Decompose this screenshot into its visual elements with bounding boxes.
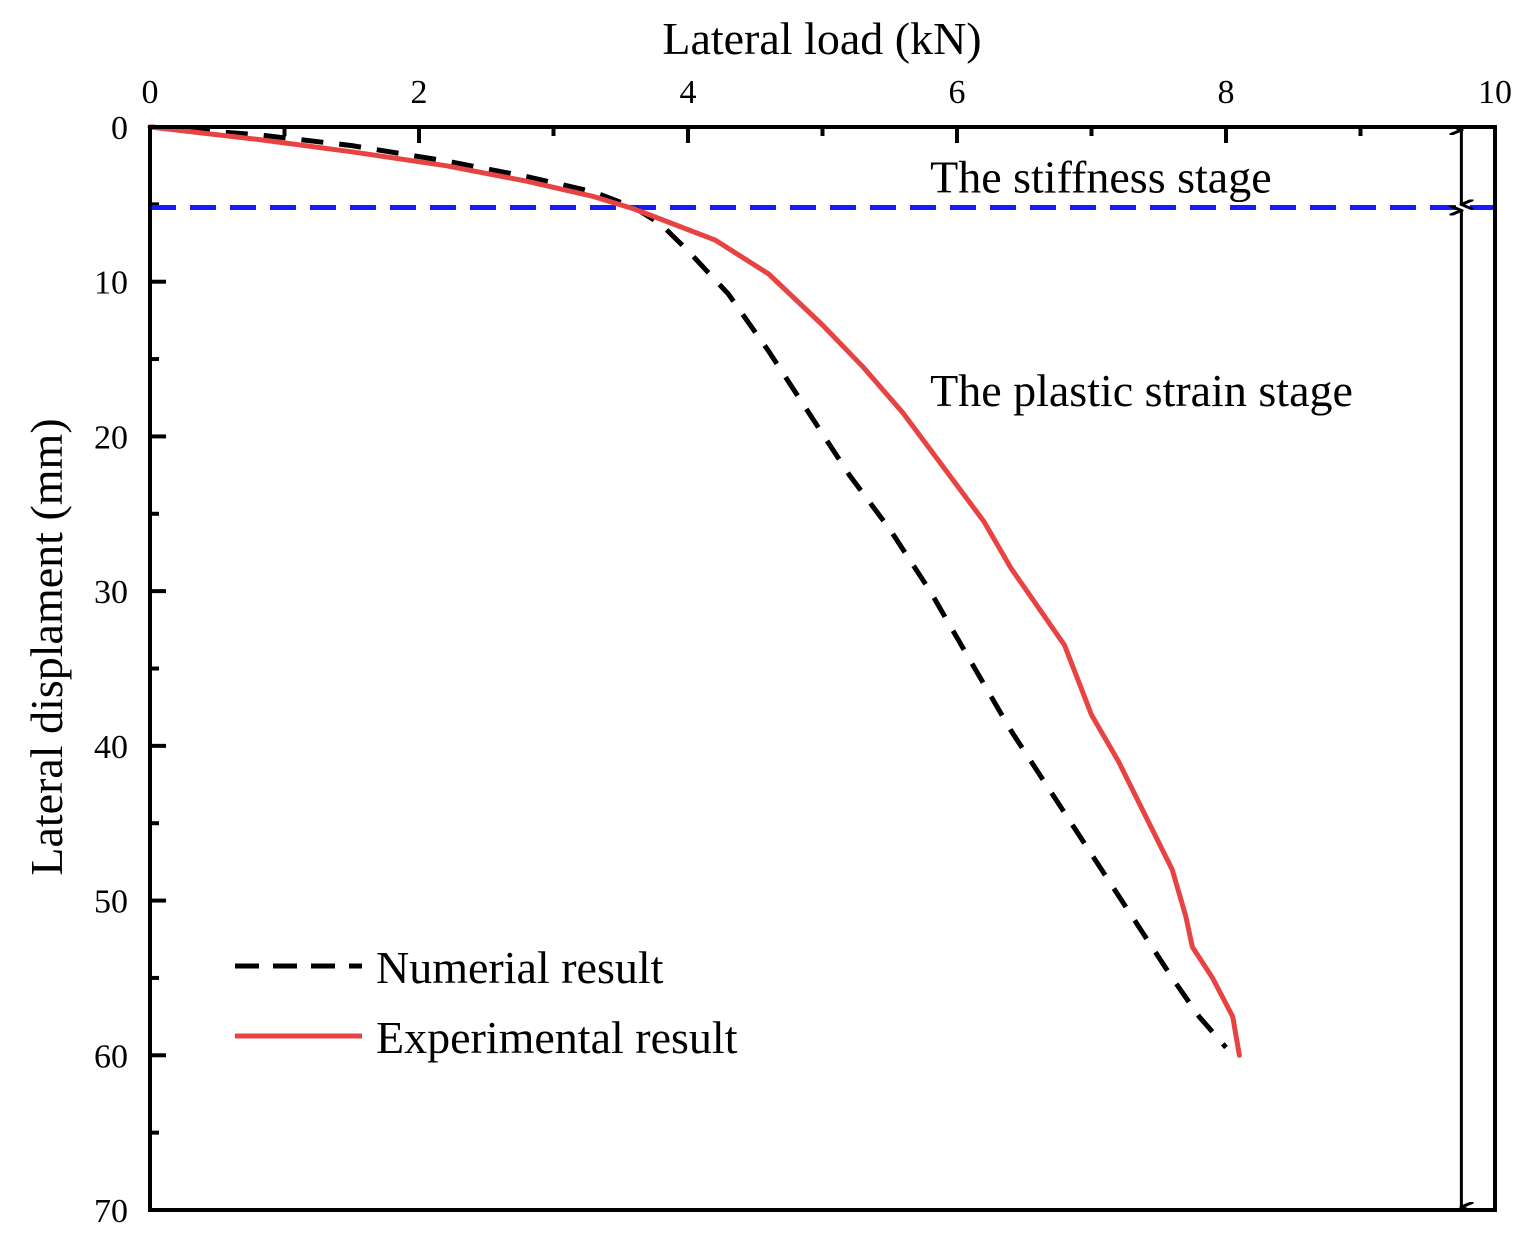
stiffness-stage-label: The stiffness stage bbox=[930, 152, 1272, 203]
plot-frame bbox=[148, 125, 1497, 1212]
x-tick-label: 4 bbox=[680, 74, 697, 111]
y-tick-label: 20 bbox=[94, 419, 128, 456]
x-tick-label: 0 bbox=[142, 74, 159, 111]
ticks-layer: 0 2 4 6 8 10 0 10 20 30 40 50 60 70 bbox=[94, 74, 1512, 1230]
x-tick-label: 8 bbox=[1218, 74, 1235, 111]
y-tick-label: 60 bbox=[94, 1038, 128, 1075]
series-experimental-line bbox=[147, 124, 1242, 1058]
x-tick-label: 10 bbox=[1478, 74, 1512, 111]
legend: Numerial result Experimental result bbox=[235, 942, 738, 1063]
x-axis-title: Lateral load (kN) bbox=[662, 13, 981, 64]
annotations-layer: The stiffness stage The plastic strain st… bbox=[930, 152, 1353, 417]
y-axis-title: Lateral displament (mm) bbox=[21, 418, 72, 875]
legend-label-numerial: Numerial result bbox=[376, 942, 664, 993]
legend-label-experimental: Experimental result bbox=[376, 1012, 738, 1063]
y-tick-label: 70 bbox=[94, 1193, 128, 1230]
y-tick-label: 10 bbox=[94, 265, 128, 302]
series-numerial-line bbox=[149, 124, 1228, 1050]
x-tick-label: 2 bbox=[411, 74, 428, 111]
y-tick-label: 0 bbox=[111, 110, 128, 147]
plastic-stage-label: The plastic strain stage bbox=[930, 365, 1353, 416]
y-tick-label: 50 bbox=[94, 884, 128, 921]
y-tick-label: 30 bbox=[94, 574, 128, 611]
series-layer bbox=[147, 124, 1242, 1058]
y-tick-label: 40 bbox=[94, 729, 128, 766]
x-tick-label: 6 bbox=[949, 74, 966, 111]
